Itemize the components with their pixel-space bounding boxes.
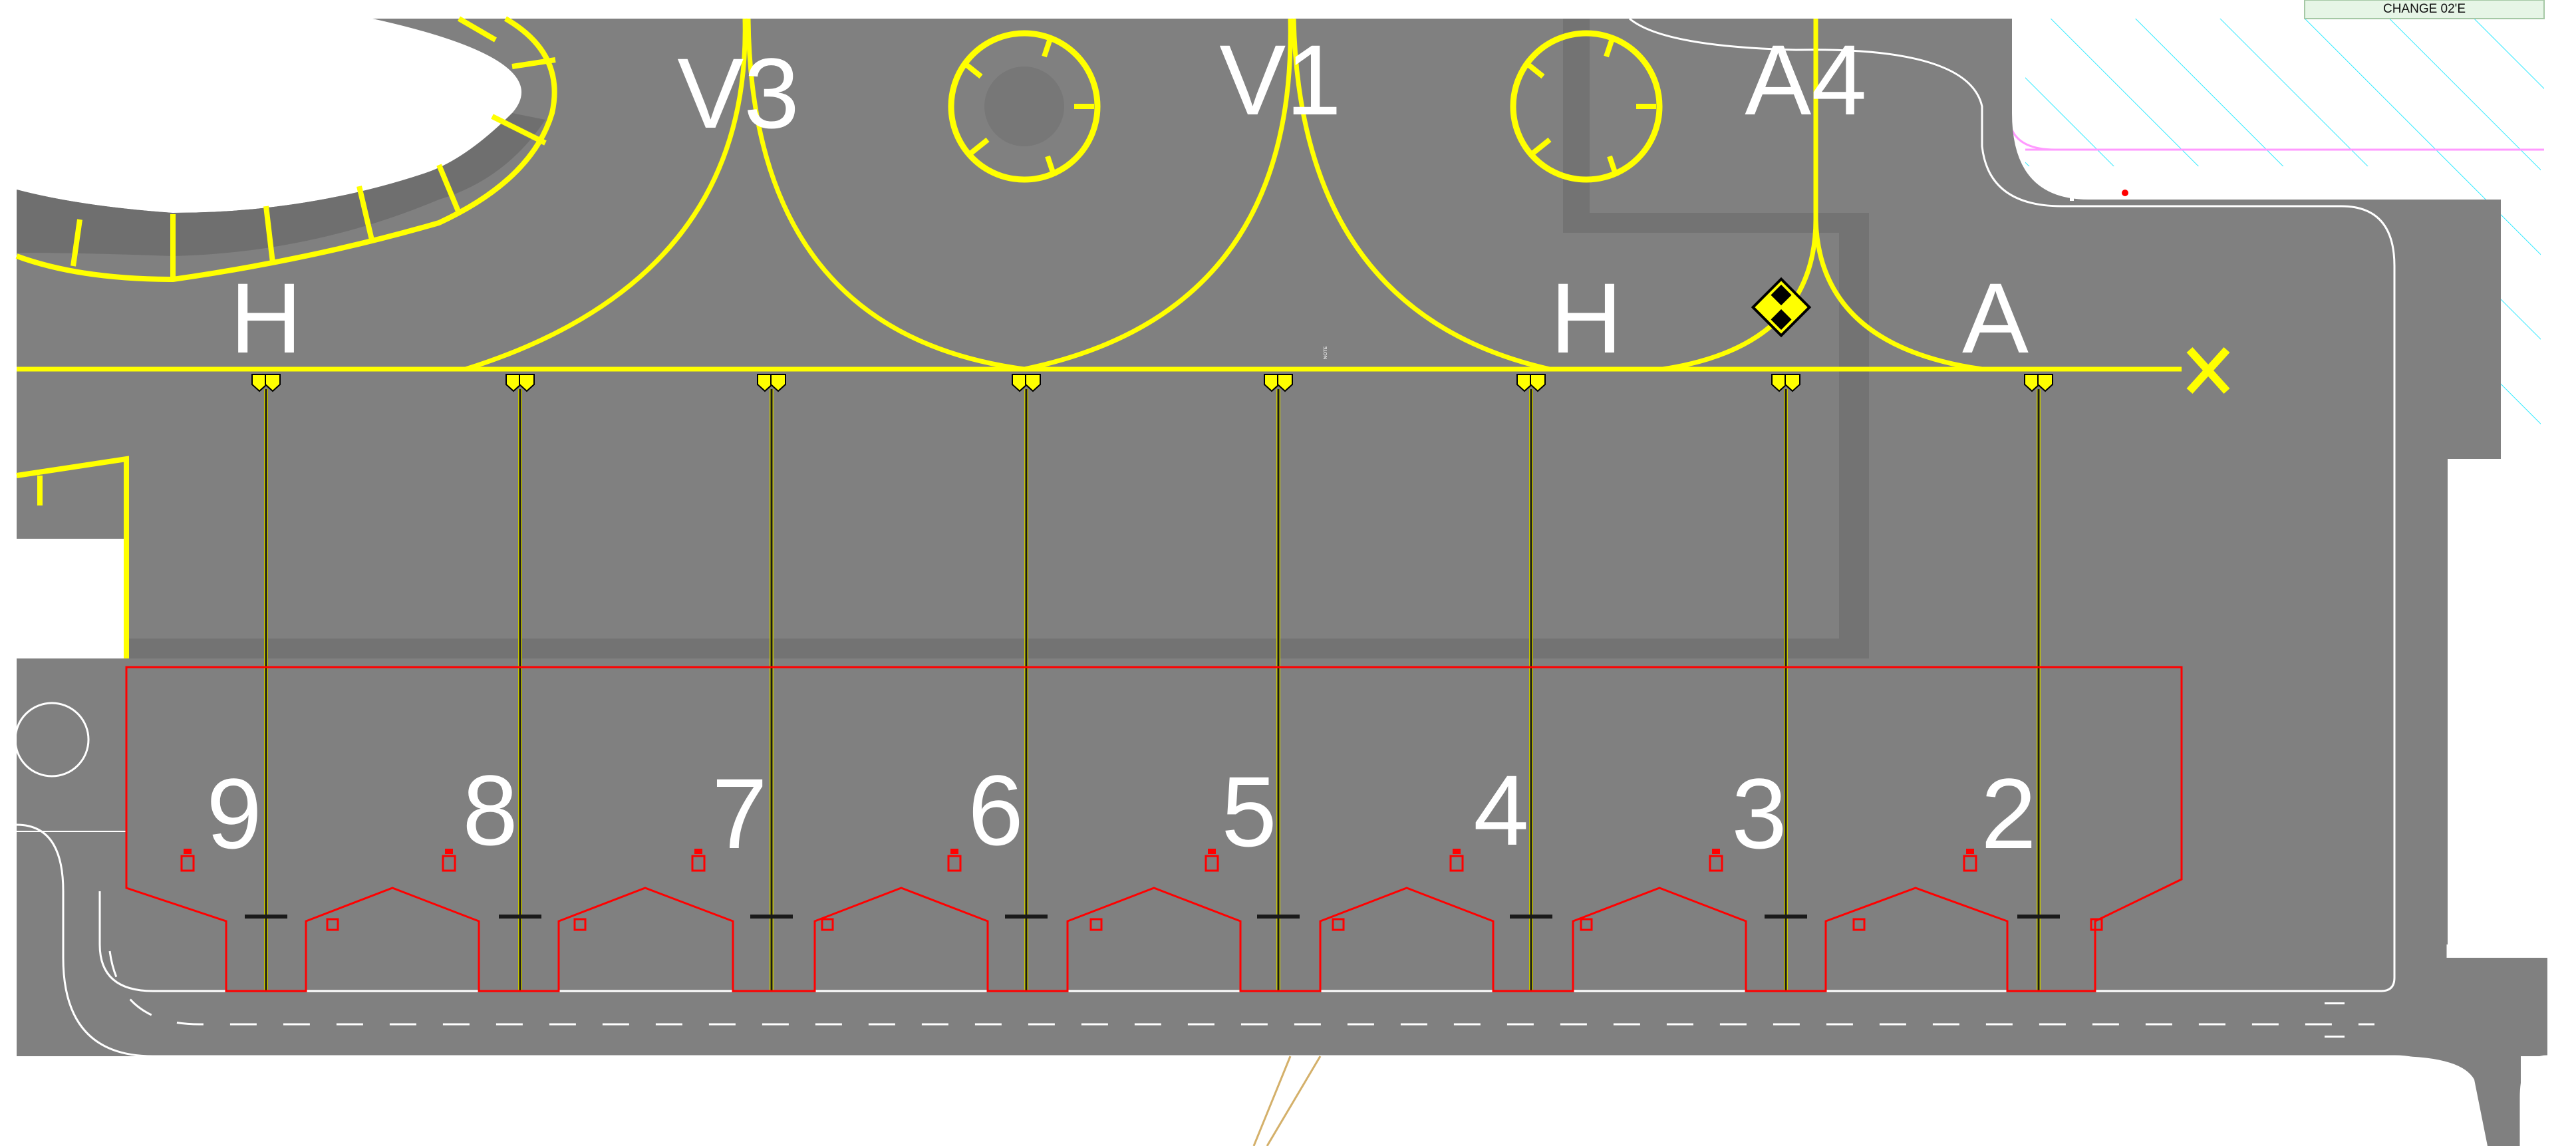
- stand-lead-in-4: [1510, 374, 1552, 991]
- equipment-marker: [442, 855, 456, 872]
- taxiway-label-h-east: H: [1550, 262, 1622, 374]
- taxiway-label-v1: V1: [1219, 24, 1341, 136]
- hatched-zone-top-right: [2007, 19, 2544, 166]
- stand-numbers: 9 8 7 6 5 4 3 2: [206, 754, 2036, 869]
- holding-circle-ticks: [962, 35, 1656, 178]
- diagonal-line-bottom: [1252, 1056, 1322, 1146]
- stand-number-5: 5: [1221, 756, 1276, 867]
- stand-number-4: 4: [1473, 754, 1528, 866]
- road-edge-lines: [14, 17, 2548, 1146]
- equipment-box: [326, 918, 339, 931]
- road-symbols: [2070, 187, 2345, 1038]
- stand-lead-in-5: [1257, 374, 1300, 991]
- stand-lead-in-8: [499, 374, 541, 991]
- change-tag-text: CHANGE 02'E: [2383, 2, 2466, 16]
- taxiway-label-h-west: H: [230, 262, 302, 374]
- equipment-marker-cap: [445, 849, 453, 854]
- equipment-box: [1852, 918, 1866, 931]
- stand-lead-in-6: [1005, 374, 1048, 991]
- equipment-marker: [1963, 855, 1977, 872]
- equipment-marker: [947, 855, 962, 872]
- holding-circles: [948, 30, 1663, 183]
- equipment-box: [1332, 918, 1345, 931]
- equipment-marker: [1205, 855, 1219, 872]
- stand-lead-in-2: [2017, 374, 2060, 991]
- vertical-note: NOTE: [1323, 347, 1328, 359]
- service-road-centerline: [108, 950, 2374, 1026]
- taxiway-label-a4: A4: [1745, 24, 1866, 136]
- stand-number-8: 8: [462, 754, 517, 866]
- equipment-marker-cap: [1712, 849, 1720, 854]
- taxiway-labels: V3 V1 A4 H H A: [230, 24, 2029, 374]
- equipment-marker-cap: [1453, 849, 1461, 854]
- left-lobe-markings: [15, 16, 557, 658]
- stand-lead-in-3: [1765, 374, 1807, 991]
- equipment-box: [1580, 918, 1593, 931]
- equipment-box: [821, 918, 834, 931]
- equipment-markers: [180, 849, 2103, 931]
- equipment-marker-cap: [694, 849, 702, 854]
- equipment-marker: [180, 855, 195, 872]
- change-tag: CHANGE 02'E: [2304, 0, 2545, 19]
- stand-number-7: 7: [712, 758, 767, 869]
- stand-lead-in-7: [750, 374, 793, 991]
- taxiway-label-v3: V3: [677, 37, 799, 149]
- holding-position-sign-icon: [1751, 277, 1812, 338]
- equipment-marker-cap: [1966, 849, 1974, 854]
- stand-number-2: 2: [1981, 758, 2036, 869]
- equipment-box: [1089, 918, 1103, 931]
- equipment-marker-cap: [950, 849, 958, 854]
- stand-area-boundary: [125, 666, 2183, 992]
- taxiway-label-a: A: [1962, 262, 2029, 374]
- equipment-marker-cap: [184, 849, 192, 854]
- stand-number-6: 6: [968, 754, 1023, 866]
- equipment-box: [2090, 918, 2103, 931]
- apron-surface: [17, 19, 2547, 1146]
- stand-lead-in-lines: [245, 374, 2060, 991]
- stand-lead-in-9: [245, 374, 287, 991]
- equipment-marker: [1449, 855, 1464, 872]
- stand-number-9: 9: [206, 758, 261, 869]
- equipment-marker: [691, 855, 706, 872]
- equipment-box: [573, 918, 587, 931]
- taxiway-centerline: [17, 18, 2182, 372]
- equipment-marker-cap: [1208, 849, 1216, 854]
- stand-number-3: 3: [1731, 758, 1787, 869]
- circle-inner-shade: [984, 67, 1064, 146]
- equipment-marker: [1709, 855, 1723, 872]
- cross-icon: [2186, 347, 2230, 394]
